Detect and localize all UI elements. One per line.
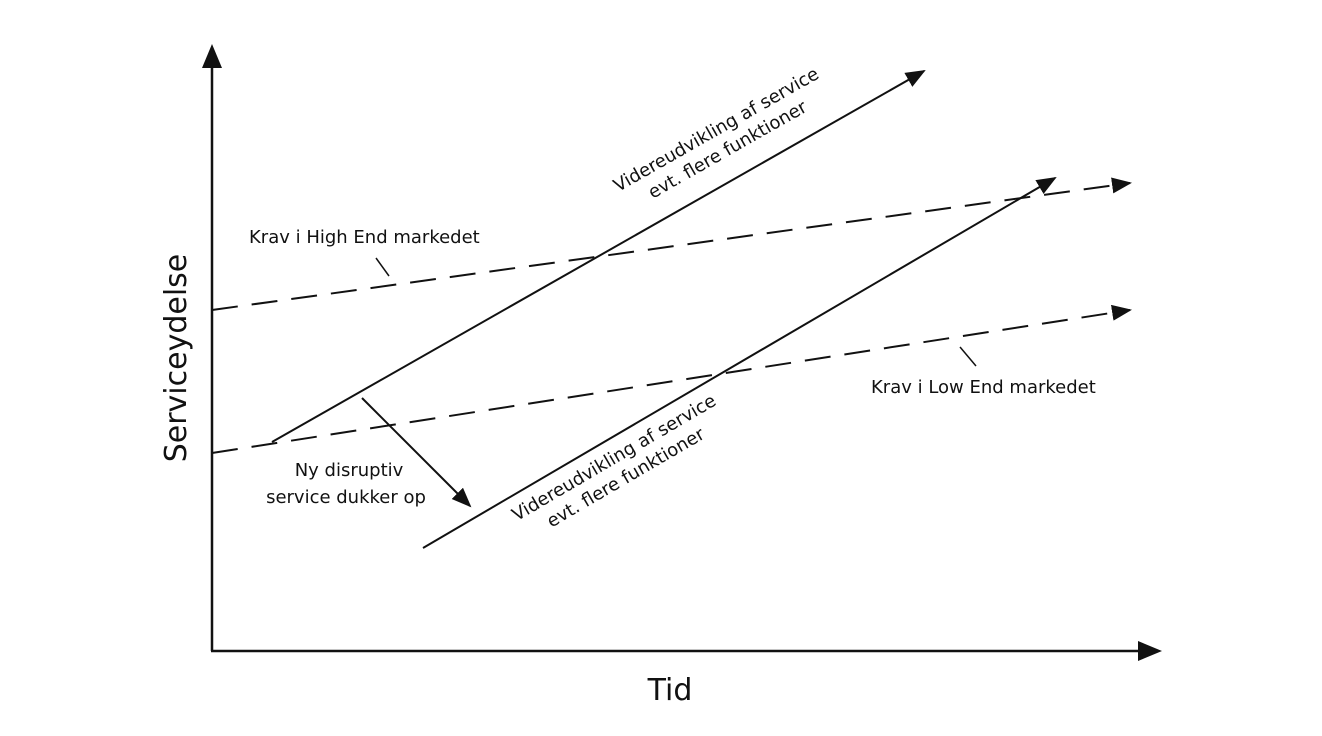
lower-dev-label: Videreudvikling af service evt. flere fu… — [509, 390, 720, 532]
high-end-label: Krav i High End markedet — [249, 227, 480, 248]
lower-dev-line1: Videreudvikling af service — [509, 390, 720, 525]
disruptive-service-line — [422, 176, 1057, 549]
low-end-leader — [959, 346, 977, 367]
y-axis-label: Serviceydelse — [159, 254, 194, 463]
disruptive-label-line1: Ny disruptiv — [295, 460, 404, 481]
high-end-leader — [375, 257, 390, 277]
incumbent-service-line — [271, 70, 926, 443]
upper-dev-label: Videreudvikling af service evt. flere fu… — [610, 63, 823, 203]
low-end-demand-line — [211, 304, 1132, 454]
high-end-demand-line — [211, 177, 1132, 311]
disruptive-label-line2: service dukker op — [266, 487, 426, 508]
upper-dev-line1: Videreudvikling af service — [610, 63, 823, 196]
disruption-arrow — [361, 397, 472, 508]
x-axis-label: Tid — [647, 673, 693, 708]
low-end-label: Krav i Low End markedet — [871, 377, 1096, 398]
